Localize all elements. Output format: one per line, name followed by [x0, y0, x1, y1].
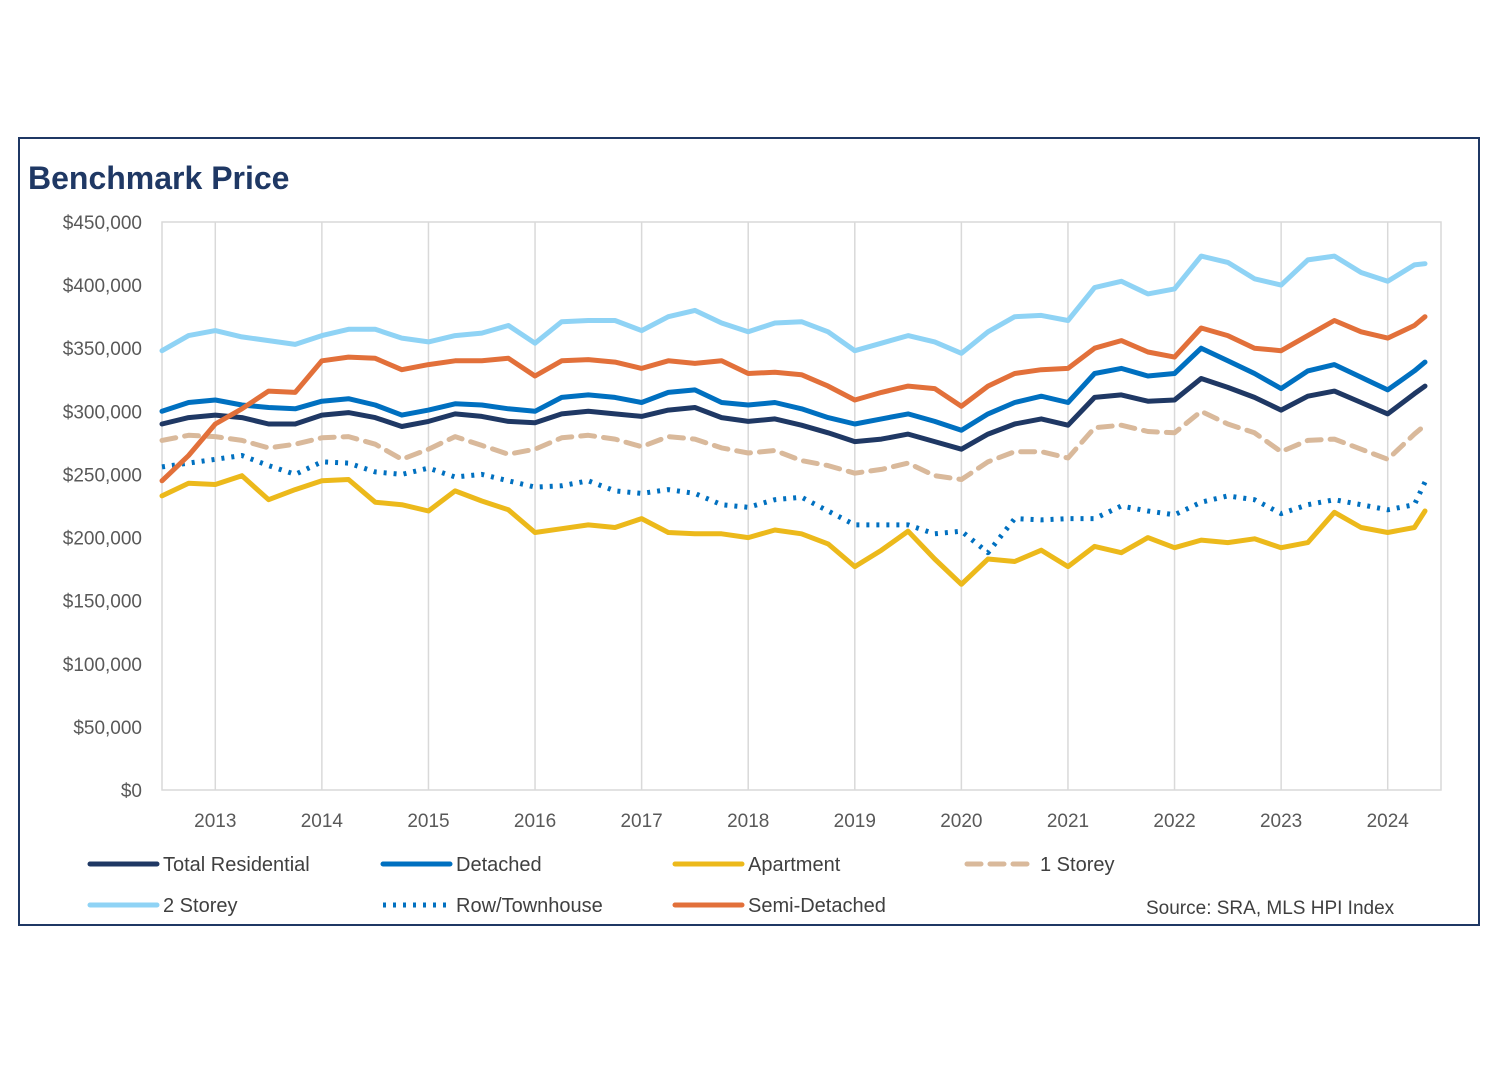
plot-area	[161, 221, 1442, 791]
y-tick-label: $0	[121, 781, 142, 802]
legend-label-total-residential: Total Residential	[163, 854, 310, 876]
chart-frame	[18, 137, 1480, 926]
legend-label-semi-detached: Semi-Detached	[748, 895, 886, 917]
x-tick-label: 2013	[194, 811, 236, 832]
x-tick-label: 2018	[727, 811, 769, 832]
legend-label-row-townhouse: Row/Townhouse	[456, 895, 603, 917]
y-tick-label: $350,000	[63, 339, 142, 360]
y-tick-label: $300,000	[63, 402, 142, 423]
x-tick-label: 2019	[834, 811, 876, 832]
series-line-detached	[159, 345, 1428, 433]
x-tick-label: 2023	[1260, 811, 1302, 832]
x-tick-label: 2021	[1047, 811, 1089, 832]
series-line-row-townhouse	[161, 453, 1428, 556]
y-tick-label: $100,000	[63, 655, 142, 676]
series-line-total-residential	[159, 376, 1428, 452]
y-tick-label: $250,000	[63, 465, 142, 486]
series-line-apartment	[159, 473, 1428, 587]
legend-label-2-storey: 2 Storey	[163, 895, 237, 917]
x-tick-label: 2022	[1153, 811, 1195, 832]
series-line-2-storey	[159, 253, 1428, 356]
x-tick-label: 2015	[407, 811, 449, 832]
y-tick-label: $400,000	[63, 276, 142, 297]
chart-title: Benchmark Price	[28, 160, 290, 196]
x-tick-label: 2017	[620, 811, 662, 832]
x-tick-label: 2024	[1367, 811, 1410, 832]
legend-label-detached: Detached	[456, 854, 542, 876]
x-tick-label: 2014	[301, 811, 344, 832]
source-note: Source: SRA, MLS HPI Index	[1146, 898, 1395, 919]
x-tick-label: 2016	[514, 811, 556, 832]
y-tick-label: $200,000	[63, 529, 142, 550]
x-tick-label: 2020	[940, 811, 982, 832]
series-lines	[159, 253, 1428, 587]
legend-label-apartment: Apartment	[748, 854, 841, 876]
y-axis-ticks: $0 $50,000 $100,000 $150,000 $200,000 $250,00…	[63, 213, 142, 802]
series-line-1-storey	[159, 408, 1428, 482]
legend-label-1-storey: 1 Storey	[1040, 854, 1114, 876]
y-tick-label: $450,000	[63, 213, 142, 234]
y-tick-label: $150,000	[63, 592, 142, 613]
legend: Total Residential Detached Apartment 1 Stor…	[87, 854, 1114, 917]
series-line-semi-detached	[159, 314, 1428, 484]
x-axis-ticks: 2013 2014 2015 2016 2017 2018 2019 2020 2021 2022…	[194, 811, 1409, 832]
y-tick-label: $50,000	[73, 718, 142, 739]
